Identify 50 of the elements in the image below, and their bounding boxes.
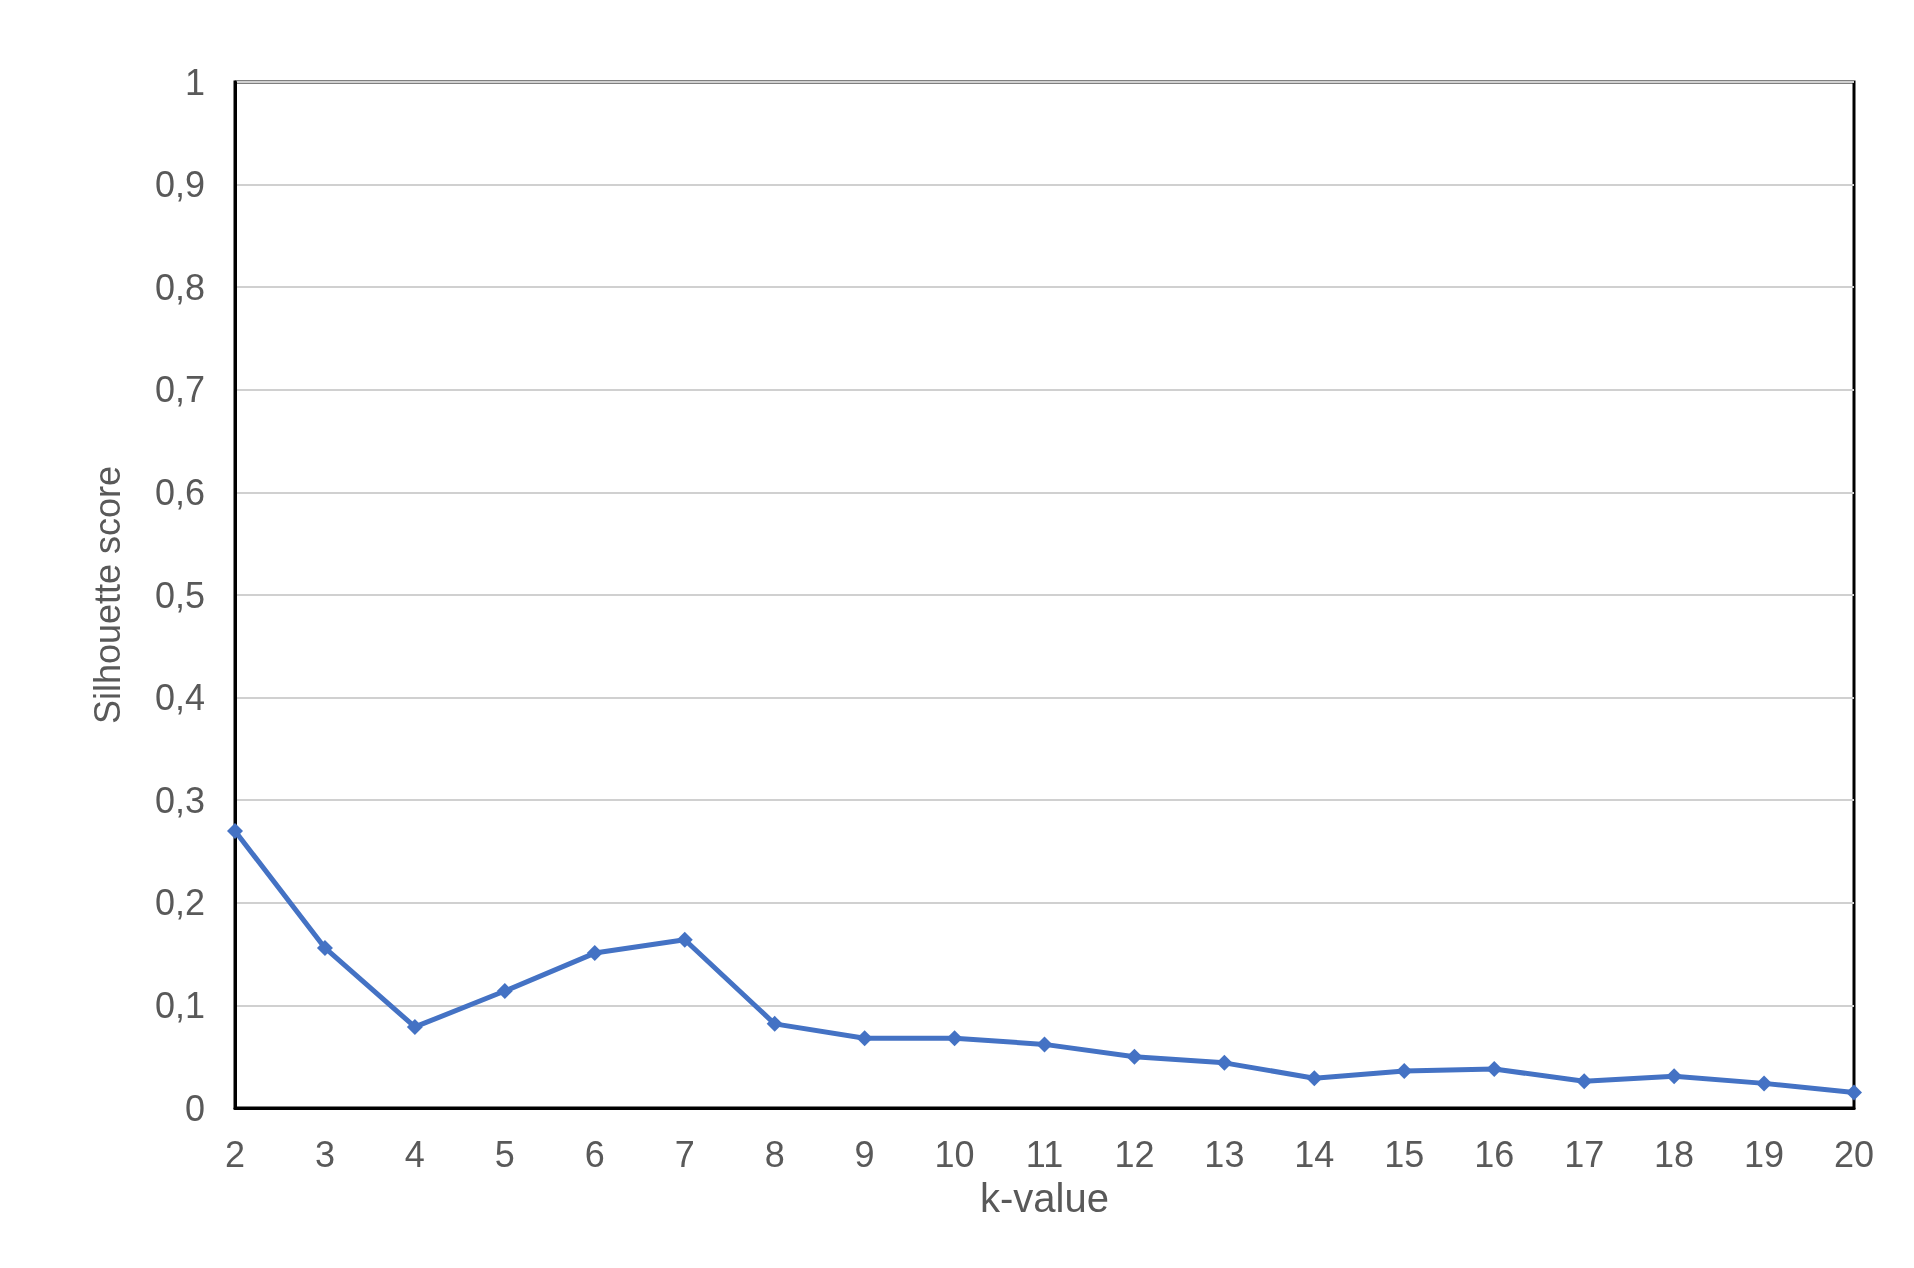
point bbox=[1306, 1070, 1323, 1087]
y-tick-label: 0,1 bbox=[154, 984, 205, 1026]
y-tick-label: 0,4 bbox=[154, 677, 205, 719]
x-tick-label: 17 bbox=[1564, 1133, 1605, 1175]
x-tick-label: 18 bbox=[1654, 1133, 1695, 1175]
y-tick-label: 0,2 bbox=[154, 882, 205, 924]
x-tick-label: 2 bbox=[224, 1133, 246, 1175]
x-tick-label: 6 bbox=[584, 1133, 605, 1175]
x-axis-title: k-value bbox=[980, 1176, 1109, 1220]
x-tick-label: 10 bbox=[934, 1133, 975, 1175]
point bbox=[586, 945, 603, 962]
x-tick-label: 19 bbox=[1744, 1133, 1785, 1175]
x-tick-label: 14 bbox=[1294, 1133, 1335, 1175]
x-tick-label: 4 bbox=[404, 1133, 425, 1175]
x-tick-label: 16 bbox=[1474, 1133, 1515, 1175]
point bbox=[406, 1018, 423, 1035]
point bbox=[676, 931, 693, 948]
x-tick-label: 3 bbox=[314, 1133, 335, 1175]
y-axis-title: Silhouette score bbox=[86, 465, 128, 725]
point bbox=[1666, 1068, 1683, 1085]
point bbox=[316, 939, 333, 956]
y-tick-label: 0 bbox=[184, 1087, 205, 1129]
point bbox=[766, 1015, 783, 1032]
point bbox=[1846, 1084, 1862, 1101]
point bbox=[1576, 1073, 1593, 1090]
x-tick-label: 8 bbox=[764, 1133, 785, 1175]
point bbox=[856, 1030, 873, 1047]
y-tick-label: 0,9 bbox=[154, 164, 205, 206]
point bbox=[1216, 1054, 1233, 1071]
point bbox=[496, 983, 513, 1000]
x-tick-label: 11 bbox=[1025, 1133, 1064, 1175]
point bbox=[1036, 1036, 1053, 1053]
y-tick-label: 0,7 bbox=[154, 369, 205, 411]
x-tick-label: 12 bbox=[1114, 1133, 1155, 1175]
point bbox=[946, 1030, 963, 1047]
x-tick-label: 13 bbox=[1204, 1133, 1245, 1175]
x-tick-label: 20 bbox=[1833, 1133, 1875, 1175]
point bbox=[227, 822, 243, 839]
y-tick-label: 0,6 bbox=[154, 471, 205, 513]
point bbox=[1126, 1048, 1143, 1065]
y-tick-label: 0,8 bbox=[154, 266, 205, 308]
x-tick-label: 5 bbox=[494, 1133, 515, 1175]
point bbox=[1756, 1075, 1773, 1092]
x-tick-label: 9 bbox=[854, 1133, 875, 1175]
y-tick-label: 1 bbox=[184, 61, 205, 103]
point bbox=[1486, 1061, 1503, 1078]
x-tick-label: 7 bbox=[674, 1133, 695, 1175]
y-tick-label: 0,5 bbox=[154, 574, 205, 616]
y-tick-label: 0,3 bbox=[154, 779, 205, 821]
x-tick-label: 15 bbox=[1384, 1133, 1425, 1175]
